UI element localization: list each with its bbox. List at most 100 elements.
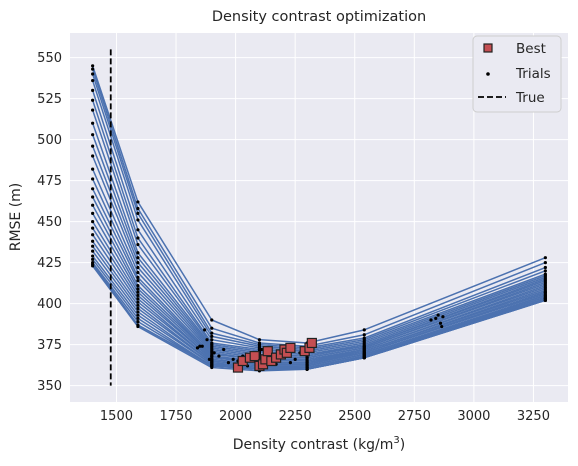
trial-point [91, 203, 95, 207]
y-tick-label: 525 [37, 92, 62, 107]
trial-point [136, 265, 140, 270]
trial-point [305, 367, 309, 371]
trial-point [222, 347, 226, 352]
trial-point [203, 328, 207, 332]
trial-point [543, 298, 547, 302]
trial-point [543, 269, 547, 273]
trial-point [91, 177, 95, 181]
trial-point [226, 361, 231, 365]
trial-point [91, 195, 95, 199]
x-axis-label: Density contrast (kg/m3) [233, 435, 406, 453]
y-tick-label: 550 [37, 51, 62, 66]
trial-point [91, 88, 95, 92]
trial-point [91, 78, 95, 83]
trial-point [136, 275, 140, 279]
trial-point [136, 287, 140, 291]
legend-best-marker [483, 43, 493, 53]
chart-title: Density contrast optimization [212, 9, 426, 25]
trial-point [91, 72, 95, 76]
trial-point [136, 200, 140, 204]
x-tick-label: 2250 [279, 409, 312, 424]
trial-point [429, 318, 433, 322]
trial-point [217, 354, 221, 358]
x-axis-label-sup: 3 [393, 435, 399, 446]
trial-point [91, 239, 95, 243]
trial-point [91, 67, 95, 71]
y-tick-label: 425 [37, 256, 62, 271]
trial-point [362, 333, 366, 337]
trial-point [136, 303, 140, 307]
trial-point [136, 306, 140, 311]
y-tick-label: 475 [37, 174, 62, 189]
trial-point [136, 313, 140, 317]
trial-point [91, 264, 95, 268]
best-point [306, 337, 317, 349]
trial-point [136, 316, 140, 320]
x-tick-label: 1750 [159, 409, 192, 424]
y-tick-label: 375 [37, 338, 62, 353]
trial-point [210, 318, 214, 322]
x-tick-label: 2500 [338, 409, 371, 424]
trial-point [210, 365, 214, 370]
y-tick-label: 350 [37, 379, 62, 394]
trial-point [91, 108, 95, 112]
best-point [249, 350, 260, 362]
trial-point [136, 206, 140, 211]
trial-point [136, 211, 140, 215]
x-tick-label: 3250 [517, 409, 550, 424]
trial-point [200, 344, 204, 348]
trial-point [441, 315, 445, 319]
trial-point [362, 328, 366, 332]
trial-point [91, 211, 95, 215]
trial-point [136, 228, 140, 232]
trial-point [362, 356, 366, 360]
trial-point [91, 154, 95, 158]
trial-point [434, 316, 438, 320]
trial-point [136, 218, 140, 222]
legend-box [472, 35, 562, 113]
trial-point [136, 256, 140, 260]
trial-point [91, 220, 95, 224]
trial-point [91, 121, 95, 125]
y-tick-label: 400 [37, 297, 62, 312]
trial-point [136, 290, 140, 294]
trial-point [136, 236, 140, 240]
trial-point [136, 297, 140, 301]
legend-best-label: Best [516, 41, 546, 57]
y-tick-label: 500 [37, 133, 62, 148]
trial-point [210, 334, 214, 338]
trial-point [91, 226, 95, 230]
legend-trials-label: Trials [515, 66, 551, 82]
trial-point [91, 144, 95, 148]
trial-point [288, 361, 293, 365]
trial-point [91, 167, 95, 171]
x-tick-label: 3000 [457, 409, 490, 424]
trial-point [210, 326, 214, 330]
trial-point [440, 324, 444, 329]
y-axis-label: RMSE (m) [8, 183, 24, 252]
trial-point [136, 270, 140, 275]
x-ticks: 1500 1750 2000 2250 2500 2750 3000 3250 [100, 409, 550, 424]
best-points [232, 337, 317, 373]
trial-point [91, 254, 95, 258]
trial-point [91, 233, 95, 237]
trial-point [136, 324, 140, 329]
trial-point [257, 338, 262, 342]
trial-point [91, 133, 95, 137]
trial-point [91, 257, 95, 261]
trial-point [91, 244, 95, 248]
trial-point [136, 310, 140, 314]
trial-point [231, 357, 235, 361]
trial-point [198, 344, 202, 348]
trial-point [293, 357, 297, 361]
trial-point [210, 338, 214, 342]
trial-point [91, 187, 95, 191]
trial-point [136, 261, 140, 265]
trial-point [136, 279, 140, 283]
trial-point [91, 249, 95, 253]
legend-true-label: True [515, 90, 545, 106]
legend-trials-marker [486, 72, 490, 76]
trial-point [136, 320, 140, 324]
x-tick-label: 2750 [398, 409, 431, 424]
trial-point [195, 346, 200, 350]
